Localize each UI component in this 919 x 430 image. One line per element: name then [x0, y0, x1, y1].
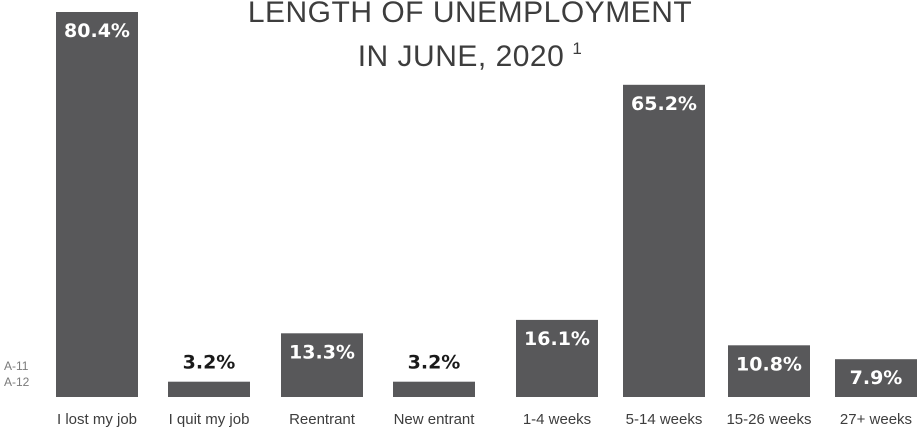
category-label: I lost my job [57, 411, 137, 428]
category-label: 15-26 weeks [726, 411, 811, 428]
bar-value-label: 65.2% [631, 93, 697, 115]
bar-i-quit-my-job [168, 381, 250, 397]
chart-title-line-2: IN JUNE, 2020 1 [358, 39, 583, 73]
bar-5-14-weeks [623, 84, 705, 398]
bar-value-label: 10.8% [736, 353, 802, 375]
bars-group: 80.4% I lost my job 3.2% I quit my job 13.3%… [56, 12, 917, 428]
category-label: 5-14 weeks [626, 411, 703, 428]
bar-value-label: 3.2% [408, 352, 461, 374]
bar-new-entrant [393, 381, 475, 397]
bar-value-label: 16.1% [524, 328, 590, 350]
chart-title-line-1: LENGTH OF UNEMPLOYMENT [248, 0, 692, 29]
category-label: Reentrant [289, 411, 356, 428]
category-label: 27+ weeks [840, 411, 912, 428]
bar-27-weeks [835, 359, 917, 397]
bar-reentrant [281, 333, 363, 397]
bar-1-4-weeks [516, 319, 598, 397]
side-note-a11: A-11 [4, 359, 29, 373]
bar-value-label: 7.9% [850, 367, 903, 389]
bar-value-label: 3.2% [183, 352, 236, 374]
chart-title-line-2-text: IN JUNE, 2020 [358, 40, 565, 73]
category-label: New entrant [394, 411, 476, 428]
category-label: 1-4 weeks [523, 411, 591, 428]
bar-value-label: 80.4% [64, 20, 130, 42]
category-label: I quit my job [169, 411, 250, 428]
bar-15-26-weeks [728, 345, 810, 397]
bar-i-lost-my-job [56, 12, 138, 397]
chart-title-footnote: 1 [572, 39, 582, 58]
bar-value-label: 13.3% [289, 341, 355, 363]
side-note-a12: A-12 [4, 375, 30, 389]
